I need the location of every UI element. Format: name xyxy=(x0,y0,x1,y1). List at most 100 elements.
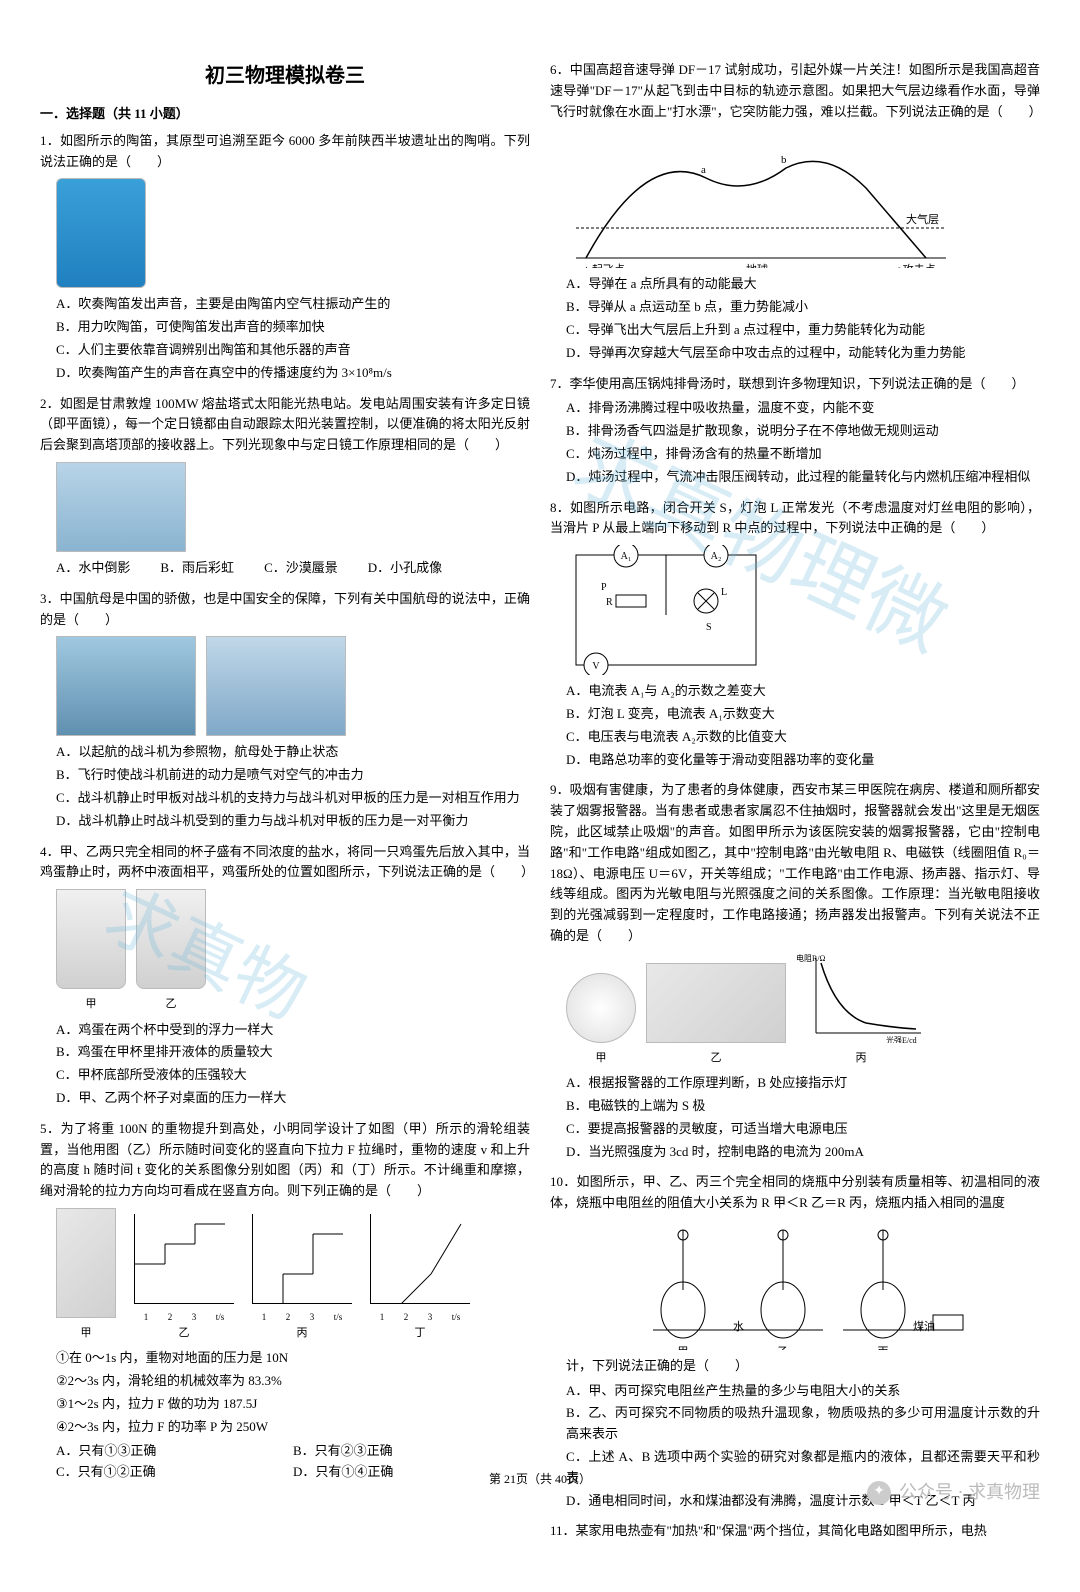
q6-opt-a: A．导弹在 a 点所具有的动能最大 xyxy=(566,274,1040,295)
q10-opt-b: B．乙、丙可探究不同物质的吸热升温现象，物质吸热的多少可用温度计示数的升高来表示 xyxy=(566,1403,1040,1445)
q9-label-a: 甲 xyxy=(566,1050,636,1068)
question-8: 8．如图所示电路，闭合开关 S，灯泡 L 正常发光（不考虑温度对灯丝电阻的影响）… xyxy=(550,498,1040,771)
svg-text:●攻击点: ●攻击点 xyxy=(896,262,936,268)
q9-image-a xyxy=(566,973,636,1043)
q3-opt-c: C．战斗机静止时甲板对战斗机的支持力与战斗机对甲板的压力是一对相互作用力 xyxy=(56,788,530,809)
footer-watermark: ✦ 公众号 · 求真物理 xyxy=(867,1478,1040,1507)
wechat-icon: ✦ xyxy=(867,1481,891,1505)
q9-text: 9．吸烟有害健康，为了患者的身体健康，西安市某三甲医院在病房、楼道和厕所都安装了… xyxy=(550,782,1040,943)
q3-text: 3．中国航母是中国的骄傲，也是中国安全的保障，下列有关中国航母的说法中，正确的是… xyxy=(40,591,530,627)
q7-opt-c: C．炖汤过程中，排骨汤含有的热量不断增加 xyxy=(566,444,1040,465)
q4-image-b xyxy=(136,889,206,989)
q7-opt-a: A．排骨汤沸腾过程中吸收热量，温度不变，内能不变 xyxy=(566,398,1040,419)
svg-text:S: S xyxy=(706,622,712,633)
q1-text: 1．如图所示的陶笛，其原型可追溯至距今 6000 多年前陕西半坡遗址出的陶哨。下… xyxy=(40,133,530,169)
q4-image-a xyxy=(56,889,126,989)
q5-s3: ③1～2s 内，拉力 F 做的功为 187.5J xyxy=(56,1394,530,1415)
svg-text:b: b xyxy=(781,154,787,166)
q9-circuit-b xyxy=(646,963,786,1043)
q5-image-a xyxy=(56,1208,116,1318)
svg-text:甲: 甲 xyxy=(678,1346,689,1350)
q4-label-a: 甲 xyxy=(56,996,126,1014)
q4-opt-c: C．甲杯底部所受液体的压强较大 xyxy=(56,1065,530,1086)
q2-text: 2．如图是甘肃敦煌 100MW 熔盐塔式太阳能光热电站。发电站周围安装有许多定日… xyxy=(40,396,530,453)
q3-opt-b: B．飞行时使战斗机前进的动力是喷气对空气的冲击力 xyxy=(56,765,530,786)
q10-diagram: 甲 乙 丙 水 煤油 xyxy=(623,1220,983,1350)
q5-text: 5．为了将重 100N 的重物提升到高处，小明同学设计了如图（甲）所示的滑轮组装… xyxy=(40,1121,530,1198)
q5-label-d: 丁 xyxy=(370,1325,470,1343)
q5-opt-a: A．只有①③正确 xyxy=(56,1441,293,1462)
svg-text:煤油: 煤油 xyxy=(913,1319,935,1333)
q2-opt-b: B．雨后彩虹 xyxy=(160,558,234,579)
svg-text:▲起飞点: ▲起飞点 xyxy=(581,263,625,268)
svg-text:A₂: A₂ xyxy=(711,551,722,562)
q4-label-b: 乙 xyxy=(136,996,206,1014)
q1-opt-c: C．人们主要依靠音调辨别出陶笛和其他乐器的声音 xyxy=(56,340,530,361)
question-9: 9．吸烟有害健康，为了患者的身体健康，西安市某三甲医院在病房、楼道和厕所都安装了… xyxy=(550,780,1040,1162)
q3-opt-a: A．以起航的战斗机为参照物，航母处于静止状态 xyxy=(56,742,530,763)
question-10: 10．如图所示，甲、乙、丙三个完全相同的烧瓶中分别装有质量相等、初温相同的液体，… xyxy=(550,1172,1040,1511)
q5-label-c: 丙 xyxy=(252,1325,352,1343)
q8-text: 8．如图所示电路，闭合开关 S，灯泡 L 正常发光（不考虑温度对灯丝电阻的影响）… xyxy=(550,500,1040,536)
q3-image-2 xyxy=(206,636,346,736)
q8-opt-a: A．电流表 A₁与 A₂的示数之差变大 xyxy=(566,681,1040,702)
q9-opt-b: B．电磁铁的上端为 S 极 xyxy=(566,1096,1040,1117)
q4-opt-b: B．鸡蛋在甲杯里排开液体的质量较大 xyxy=(56,1042,530,1063)
question-1: 1．如图所示的陶笛，其原型可追溯至距今 6000 多年前陕西半坡遗址出的陶哨。下… xyxy=(40,131,530,384)
q1-opt-d: D．吹奏陶笛产生的声音在真空中的传播速度约为 3×10⁸m/s xyxy=(56,363,530,384)
footer-watermark-text: 公众号 · 求真物理 xyxy=(899,1478,1040,1507)
q10-text: 10．如图所示，甲、乙、丙三个完全相同的烧瓶中分别装有质量相等、初温相同的液体，… xyxy=(550,1174,1040,1210)
svg-text:乙: 乙 xyxy=(778,1345,789,1350)
q6-opt-d: D．导弹再次穿越大气层至命中攻击点的过程中，动能转化为重力势能 xyxy=(566,343,1040,364)
q2-opt-a: A．水中倒影 xyxy=(56,558,130,579)
q4-opt-d: D．甲、乙两个杯子对桌面的压力一样大 xyxy=(56,1088,530,1109)
q1-opt-b: B．用力吹陶笛，可使陶笛发出声音的频率加快 xyxy=(56,317,530,338)
q2-opt-d: D．小孔成像 xyxy=(368,558,442,579)
section-header: 一．选择题（共 11 小题） xyxy=(40,104,530,125)
q5-s1: ①在 0～1s 内，重物对地面的压力是 10N xyxy=(56,1348,530,1369)
svg-text:大气层: 大气层 xyxy=(906,212,939,226)
q5-opt-b: B．只有②③正确 xyxy=(293,1441,530,1462)
q2-image xyxy=(56,462,186,552)
svg-text:A₁: A₁ xyxy=(621,551,632,562)
q7-opt-b: B．排骨汤香气四溢是扩散现象，说明分子在不停地做无规则运动 xyxy=(566,421,1040,442)
q9-chart-c: 电阻R/Ω 光强E/cd xyxy=(796,953,926,1043)
q3-opt-d: D．战斗机静止时战斗机受到的重力与战斗机对甲板的压力是一对平衡力 xyxy=(56,811,530,832)
q4-opt-a: A．鸡蛋在两个杯中受到的浮力一样大 xyxy=(56,1020,530,1041)
svg-text:P: P xyxy=(601,582,607,593)
exam-title: 初三物理模拟卷三 xyxy=(40,60,530,92)
q7-opt-d: D．炖汤过程中，气流冲击限压阀转动，此过程的能量转化与内燃机压缩冲程相似 xyxy=(566,467,1040,488)
svg-text:地球: 地球 xyxy=(746,262,768,268)
svg-text:电阻R/Ω: 电阻R/Ω xyxy=(796,953,826,963)
question-7: 7．李华使用高压锅炖排骨汤时，联想到许多物理知识，下列说法正确的是（ ） A．排… xyxy=(550,374,1040,488)
q5-chart-c xyxy=(252,1214,352,1304)
svg-text:V: V xyxy=(592,661,600,672)
q11-text: 11．某家用电热壶有"加热"和"保温"两个挡位，其简化电路如图甲所示，电热 xyxy=(550,1523,987,1538)
question-4: 4．甲、乙两只完全相同的杯子盛有不同浓度的盐水，将同一只鸡蛋先后放入其中，当鸡蛋… xyxy=(40,842,530,1109)
q7-text: 7．李华使用高压锅炖排骨汤时，联想到许多物理知识，下列说法正确的是（ ） xyxy=(550,376,1025,391)
q5-chart-b: 50 40 30 xyxy=(134,1214,234,1304)
svg-text:L: L xyxy=(721,587,727,598)
q5-label-b: 乙 xyxy=(134,1325,234,1343)
svg-text:a: a xyxy=(701,164,706,176)
q5-label-a: 甲 xyxy=(56,1325,116,1343)
question-2: 2．如图是甘肃敦煌 100MW 熔盐塔式太阳能光热电站。发电站周围安装有许多定日… xyxy=(40,394,530,579)
q10-opt-a: A．甲、丙可探究电阻丝产生热量的多少与电阻大小的关系 xyxy=(566,1381,1040,1402)
q9-label-c: 丙 xyxy=(796,1050,926,1068)
q10-text2: 计，下列说法正确的是（ ） xyxy=(566,1356,1040,1377)
q6-opt-b: B．导弹从 a 点运动至 b 点，重力势能减小 xyxy=(566,297,1040,318)
q5-chart-d xyxy=(370,1214,470,1304)
question-3: 3．中国航母是中国的骄傲，也是中国安全的保障，下列有关中国航母的说法中，正确的是… xyxy=(40,589,530,832)
question-5: 5．为了将重 100N 的重物提升到高处，小明同学设计了如图（甲）所示的滑轮组装… xyxy=(40,1119,530,1483)
q8-opt-c: C．电压表与电流表 A₂示数的比值变大 xyxy=(566,727,1040,748)
q3-image-1 xyxy=(56,636,196,736)
q5-s4: ④2～3s 内，拉力 F 的功率 P 为 250W xyxy=(56,1417,530,1438)
question-6: 6．中国高超音速导弹 DF－17 试射成功，引起外媒一片关注！如图所示是我国高超… xyxy=(550,60,1040,364)
q9-opt-a: A．根据报警器的工作原理判断，B 处应接指示灯 xyxy=(566,1073,1040,1094)
q4-text: 4．甲、乙两只完全相同的杯子盛有不同浓度的盐水，将同一只鸡蛋先后放入其中，当鸡蛋… xyxy=(40,844,534,880)
q1-image xyxy=(56,178,146,288)
svg-text:水: 水 xyxy=(733,1320,744,1333)
question-11: 11．某家用电热壶有"加热"和"保温"两个挡位，其简化电路如图甲所示，电热 xyxy=(550,1521,1040,1542)
q6-text: 6．中国高超音速导弹 DF－17 试射成功，引起外媒一片关注！如图所示是我国高超… xyxy=(550,62,1042,119)
q8-opt-b: B．灯泡 L 变亮，电流表 A₁示数变大 xyxy=(566,704,1040,725)
